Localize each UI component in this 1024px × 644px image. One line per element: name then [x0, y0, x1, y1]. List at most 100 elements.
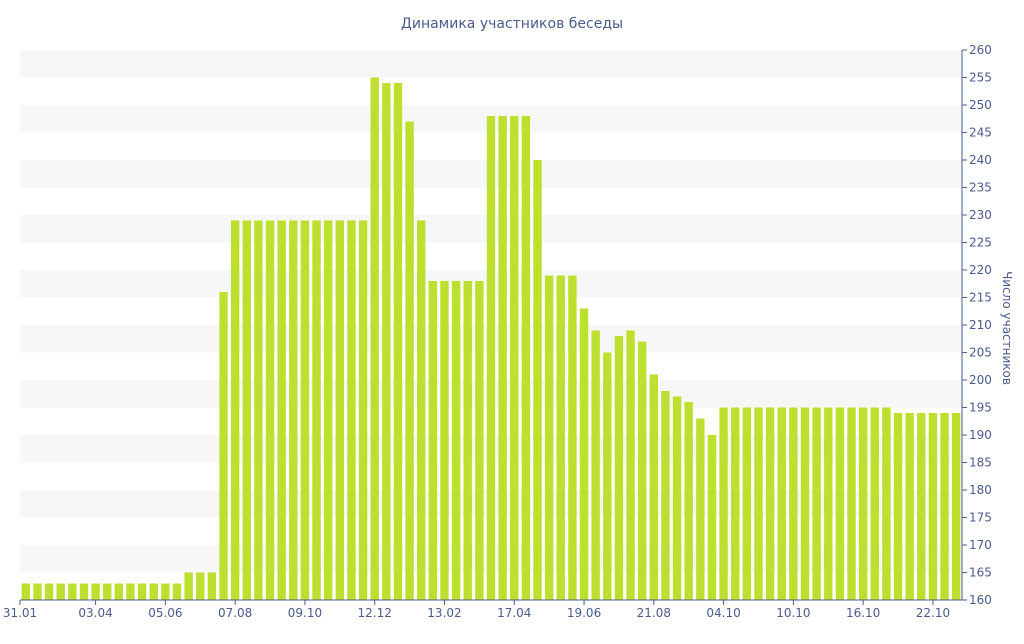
bar[interactable]: [533, 160, 542, 600]
bar[interactable]: [614, 336, 624, 600]
bar[interactable]: [847, 407, 856, 601]
bar[interactable]: [765, 407, 775, 601]
bar[interactable]: [928, 413, 938, 600]
bar[interactable]: [684, 402, 693, 600]
y-tick-label: 260: [969, 43, 992, 57]
bar[interactable]: [196, 572, 205, 601]
bar[interactable]: [870, 407, 879, 601]
bar[interactable]: [335, 220, 345, 601]
bar[interactable]: [940, 413, 949, 600]
bar[interactable]: [417, 220, 426, 601]
y-tick-label: 230: [969, 208, 992, 222]
bar[interactable]: [126, 583, 135, 601]
bar[interactable]: [405, 121, 414, 601]
bar[interactable]: [742, 407, 752, 601]
bar[interactable]: [707, 435, 717, 600]
x-tick-label: 31.01: [3, 606, 37, 620]
bar[interactable]: [882, 407, 891, 601]
bar[interactable]: [44, 583, 54, 601]
bar[interactable]: [137, 583, 147, 601]
y-tick-label: 255: [969, 71, 992, 85]
bar[interactable]: [103, 583, 112, 601]
bar[interactable]: [893, 413, 903, 600]
bar[interactable]: [544, 275, 554, 601]
bar[interactable]: [475, 281, 484, 600]
bar[interactable]: [824, 407, 833, 601]
bar[interactable]: [172, 583, 182, 601]
bar[interactable]: [347, 220, 356, 601]
x-tick-label: 09.10: [288, 606, 322, 620]
y-axis: 160 165 170 175 180 185 190 195 200 205 210 215 220 2…: [961, 43, 992, 607]
bar[interactable]: [696, 418, 705, 601]
bar[interactable]: [719, 407, 728, 601]
bar[interactable]: [323, 220, 333, 601]
bar[interactable]: [33, 583, 42, 601]
bar[interactable]: [835, 407, 845, 601]
bar[interactable]: [591, 330, 600, 601]
bar[interactable]: [254, 220, 263, 601]
bar[interactable]: [486, 116, 496, 600]
bar[interactable]: [277, 220, 286, 601]
bar[interactable]: [649, 374, 659, 601]
bar[interactable]: [603, 352, 612, 601]
bar[interactable]: [230, 220, 240, 601]
bar[interactable]: [21, 583, 31, 601]
bar[interactable]: [568, 275, 577, 601]
bar[interactable]: [661, 391, 670, 600]
bar[interactable]: [184, 572, 193, 601]
bar[interactable]: [149, 583, 158, 601]
bar[interactable]: [672, 396, 682, 601]
bar[interactable]: [789, 407, 798, 601]
bar[interactable]: [451, 281, 461, 600]
bar[interactable]: [289, 220, 298, 601]
bar[interactable]: [265, 220, 275, 601]
bar[interactable]: [917, 413, 926, 600]
bar[interactable]: [812, 407, 821, 601]
bar[interactable]: [579, 308, 589, 601]
y-axis-label: Число участников: [1000, 271, 1014, 385]
bar[interactable]: [219, 292, 228, 600]
bar[interactable]: [556, 275, 565, 601]
bar[interactable]: [79, 583, 89, 601]
y-tick-label: 225: [969, 236, 992, 250]
bar[interactable]: [68, 583, 77, 601]
bar[interactable]: [114, 583, 124, 601]
x-tick-label: 22.10: [916, 606, 950, 620]
bar[interactable]: [370, 77, 379, 601]
bar[interactable]: [428, 281, 438, 600]
bar[interactable]: [312, 220, 321, 601]
bar[interactable]: [731, 407, 740, 601]
bar[interactable]: [161, 583, 170, 601]
y-tick-label: 195: [969, 401, 992, 415]
bar[interactable]: [463, 281, 472, 600]
x-tick-label: 21.08: [637, 606, 671, 620]
x-tick-label: 04.10: [706, 606, 740, 620]
y-tick-label: 250: [969, 98, 992, 112]
bar[interactable]: [521, 116, 531, 600]
bar[interactable]: [91, 583, 100, 601]
x-tick-label: 10.10: [776, 606, 810, 620]
bar[interactable]: [637, 341, 647, 601]
y-tick-label: 220: [969, 263, 992, 277]
bar[interactable]: [951, 413, 961, 600]
bar[interactable]: [300, 220, 310, 601]
bar[interactable]: [777, 407, 786, 601]
grid-band: [20, 50, 962, 78]
bar[interactable]: [56, 583, 65, 601]
bar[interactable]: [858, 407, 868, 601]
bar[interactable]: [626, 330, 635, 601]
bars: [21, 77, 961, 601]
bar[interactable]: [207, 572, 217, 601]
bar[interactable]: [754, 407, 763, 601]
bar[interactable]: [358, 220, 368, 601]
bar[interactable]: [393, 83, 403, 600]
bar[interactable]: [242, 220, 251, 601]
y-tick-label: 185: [969, 456, 992, 470]
bar[interactable]: [382, 83, 391, 600]
bar[interactable]: [498, 116, 507, 600]
bar[interactable]: [440, 281, 449, 600]
bar[interactable]: [510, 116, 519, 600]
bar[interactable]: [905, 413, 914, 600]
bar[interactable]: [800, 407, 810, 601]
